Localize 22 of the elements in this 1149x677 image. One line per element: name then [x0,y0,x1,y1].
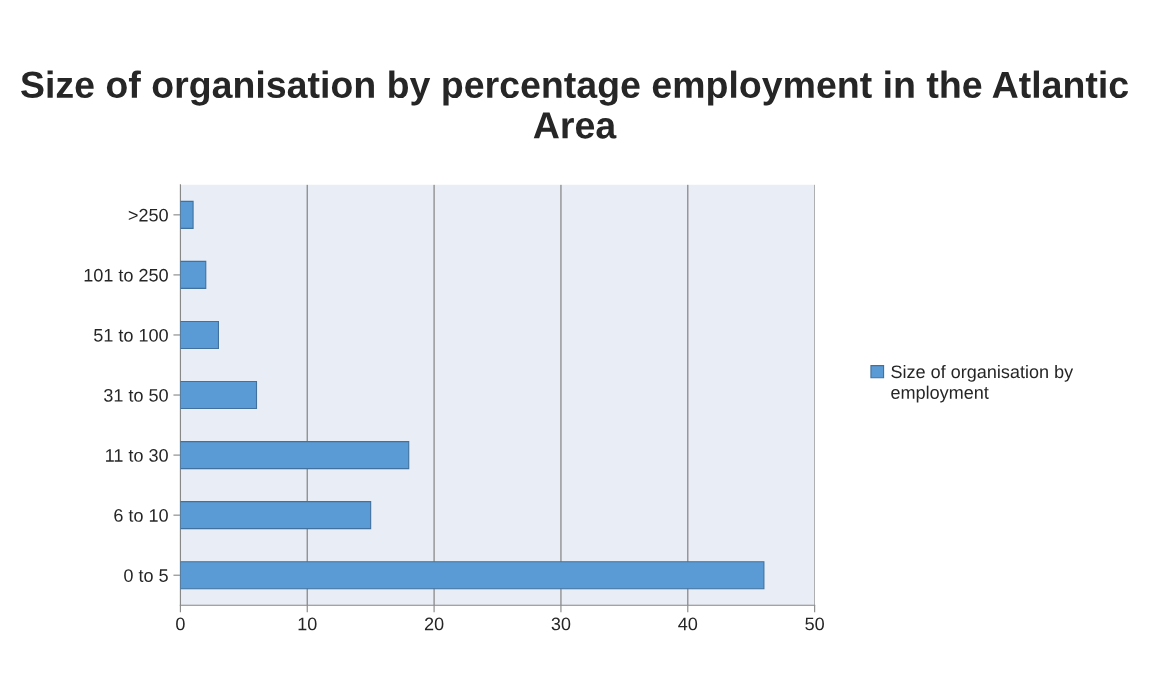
bar [180,561,765,590]
x-tick-label: 10 [298,617,317,631]
bar [180,200,194,229]
y-tick-label: >250 [128,208,168,222]
y-tick-label: 51 to 100 [94,328,168,342]
y-tick-label: 31 to 50 [104,388,168,402]
x-tick-label: 30 [551,617,571,631]
x-tick-label: 40 [678,617,698,631]
y-tick-label: 0 to 5 [124,569,168,582]
bar [180,260,207,289]
bar [180,320,220,350]
y-tick-label: 6 to 10 [114,509,168,522]
y-tick-label: 101 to 250 [84,268,168,282]
x-tick-label: 20 [424,617,444,631]
x-tick-label: 0 [176,617,185,631]
legend-label: Size of organisation by employment [891,364,1074,403]
bar [180,380,258,410]
x-tick-label: 50 [805,617,824,631]
bar [180,501,372,530]
bar [180,441,410,470]
y-tick-label: 11 to 30 [106,449,168,462]
chart-title: Size of organisation by percentage employment in the Atlantic Area [21,70,1129,139]
